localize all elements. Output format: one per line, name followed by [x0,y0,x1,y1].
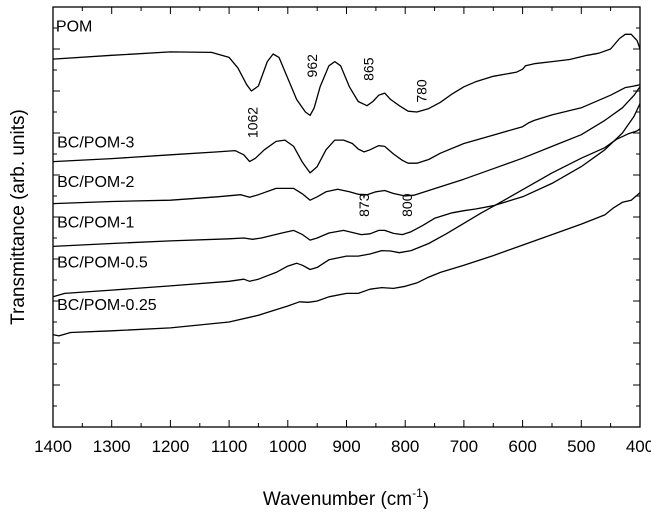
x-axis-title-superscript: -1 [412,486,423,500]
series-label-5: BC/POM-0.25 [57,297,157,314]
series-line-2 [52,86,641,205]
series-line-5 [52,192,641,337]
x-tick-label: 1200 [151,437,189,456]
x-tick-label: 900 [332,437,360,456]
peak-label-5: 800 [399,193,415,217]
x-tick-label: 1000 [269,437,307,456]
series-line-0 [52,33,641,117]
x-tick-label: 800 [391,437,419,456]
series-line-1 [52,84,641,174]
y-axis-title: Transmittance (arb. units) [8,109,29,325]
peak-label-2: 865 [361,57,377,81]
x-tick-label: 400 [626,437,651,456]
x-tick-label: 500 [567,437,595,456]
peak-label-1: 962 [304,54,320,78]
x-tick-label: 600 [508,437,536,456]
x-tick-label: 1400 [34,437,72,456]
series-line-4 [52,128,641,298]
x-tick-label: 700 [450,437,478,456]
series-label-1: BC/POM-3 [57,135,134,152]
series-line-3 [52,103,641,248]
labels-layer: POM BC/POM-3 BC/POM-2 BC/POM-1 BC/POM-0.5 BC/… [56,18,429,314]
series-label-0: POM [56,18,92,35]
x-axis-title: Wavenumber (cm-1) [263,486,429,510]
series-label-2: BC/POM-2 [57,174,134,191]
peak-label-0: 1062 [244,107,260,138]
x-tick-label: 1300 [93,437,131,456]
peak-label-3: 780 [413,79,429,103]
series-label-4: BC/POM-0.5 [57,254,148,271]
series-label-3: BC/POM-1 [57,215,134,232]
series-layer [52,33,641,337]
plot-frame [52,6,641,428]
x-tick-label: 1100 [211,437,248,456]
ticks-layer: 1400 1300 1200 1100 1000 900 800 700 600 500 400 [34,6,651,456]
peak-label-4: 873 [356,193,372,217]
